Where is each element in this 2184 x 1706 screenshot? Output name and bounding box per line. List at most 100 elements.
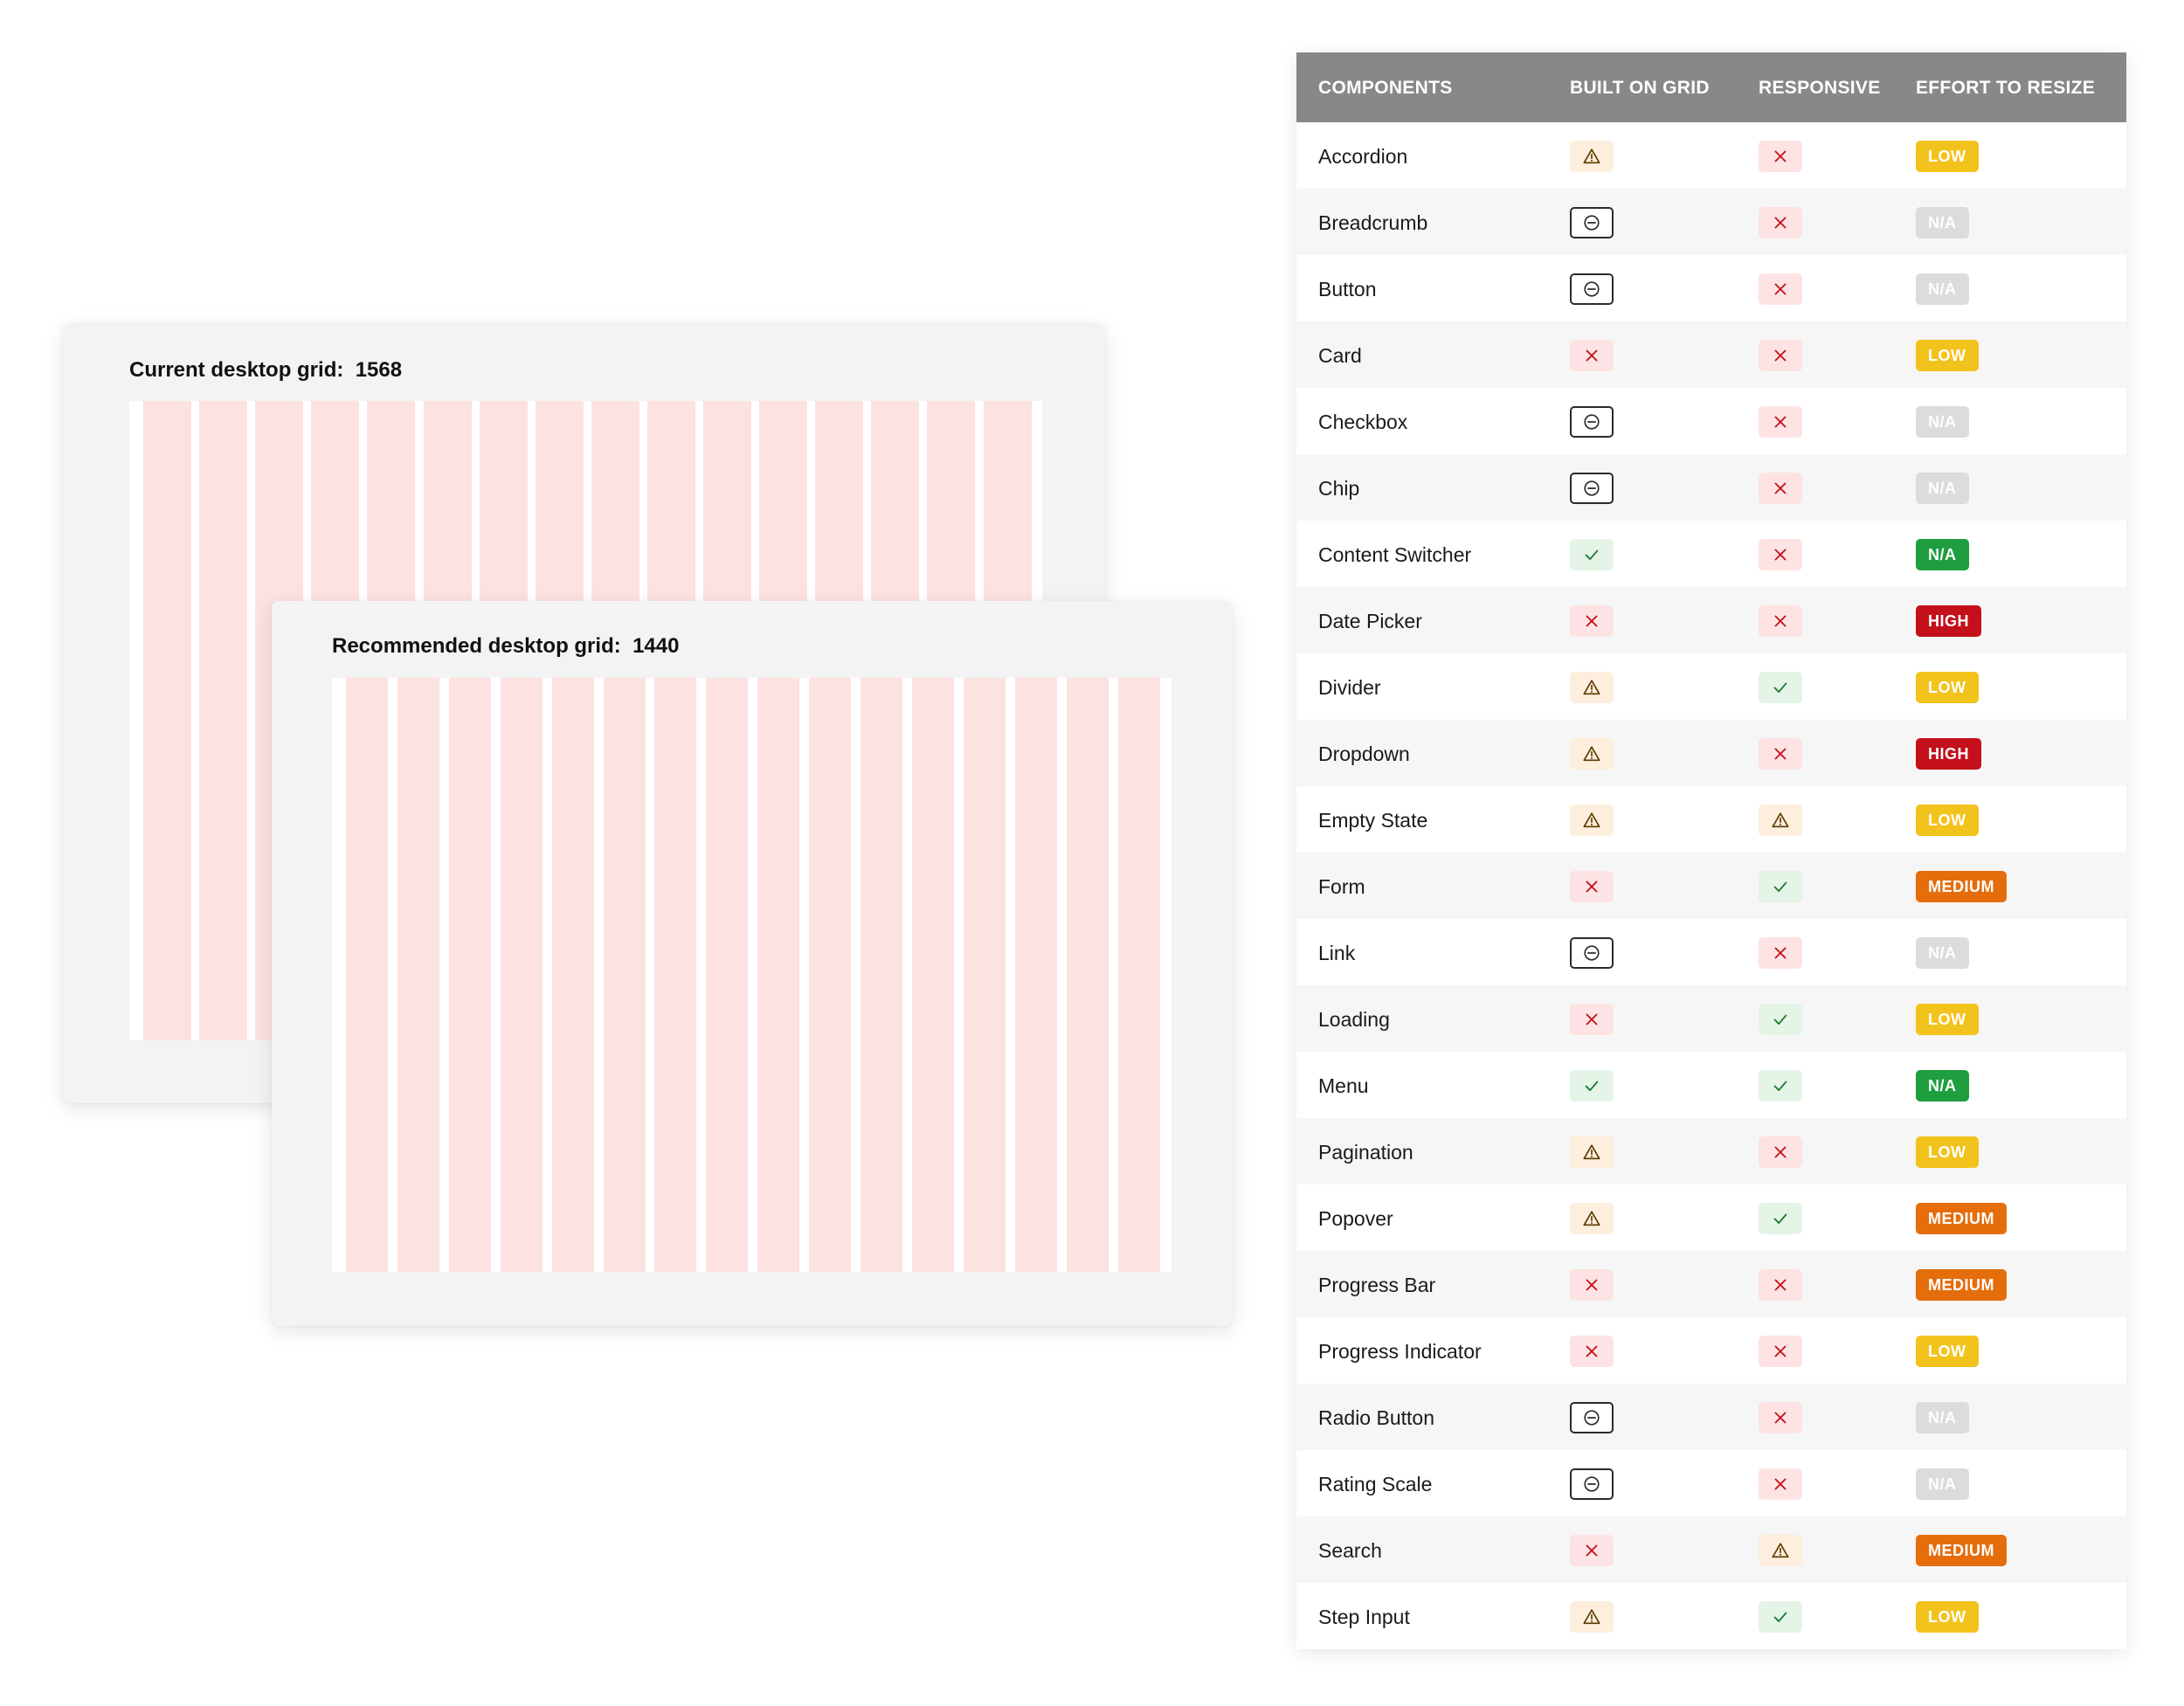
component-name: Checkbox xyxy=(1318,411,1408,433)
grid-column xyxy=(1014,678,1057,1272)
effort-badge: N/A xyxy=(1916,1070,1969,1102)
grid-column xyxy=(1066,678,1109,1272)
grid-column xyxy=(809,678,852,1272)
minus-circle-icon xyxy=(1582,280,1601,299)
table-row: Divider LOW xyxy=(1296,653,2126,720)
cross-icon xyxy=(1582,1541,1601,1560)
responsive-status xyxy=(1759,605,1802,637)
cross-icon xyxy=(1771,1342,1790,1361)
responsive-status xyxy=(1759,1070,1802,1102)
effort-badge: N/A xyxy=(1916,539,1969,570)
effort-badge: HIGH xyxy=(1916,738,1981,770)
built-on-grid-status xyxy=(1570,1468,1614,1500)
effort-badge: N/A xyxy=(1916,937,1969,969)
table-row: Loading LOW xyxy=(1296,985,2126,1052)
table-row: Breadcrumb N/A xyxy=(1296,189,2126,255)
check-icon xyxy=(1771,877,1790,896)
effort-badge: MEDIUM xyxy=(1916,1269,2007,1301)
built-on-grid-status xyxy=(1570,473,1614,504)
effort-badge: LOW xyxy=(1916,141,1979,172)
check-icon xyxy=(1771,678,1790,697)
component-name: Link xyxy=(1318,942,1356,964)
cross-icon xyxy=(1582,1342,1601,1361)
table-header: COMPONENTS BUILT ON GRID RESPONSIVE EFFO… xyxy=(1296,52,2126,122)
component-name: Rating Scale xyxy=(1318,1473,1433,1495)
check-icon xyxy=(1771,1209,1790,1228)
responsive-status xyxy=(1759,1136,1802,1168)
responsive-status xyxy=(1759,1269,1802,1301)
cross-icon xyxy=(1771,479,1790,498)
grid-column xyxy=(603,678,646,1272)
cross-icon xyxy=(1582,877,1601,896)
built-on-grid-status xyxy=(1570,937,1614,969)
responsive-status xyxy=(1759,539,1802,570)
effort-badge: MEDIUM xyxy=(1916,871,2007,902)
responsive-status xyxy=(1759,738,1802,770)
built-on-grid-status xyxy=(1570,1601,1614,1633)
cross-icon xyxy=(1771,1275,1790,1295)
component-name: Card xyxy=(1318,344,1362,367)
minus-circle-icon xyxy=(1582,412,1601,432)
responsive-status xyxy=(1759,340,1802,371)
built-on-grid-status xyxy=(1570,1136,1614,1168)
cross-icon xyxy=(1771,744,1790,763)
component-name: Step Input xyxy=(1318,1606,1410,1628)
built-on-grid-status xyxy=(1570,539,1614,570)
minus-circle-icon xyxy=(1582,479,1601,498)
component-name: Form xyxy=(1318,875,1365,898)
responsive-status xyxy=(1759,141,1802,172)
responsive-status xyxy=(1759,1004,1802,1035)
component-name: Popover xyxy=(1318,1207,1393,1230)
grid-column xyxy=(551,678,594,1272)
table-row: Popover MEDIUM xyxy=(1296,1185,2126,1251)
responsive-status xyxy=(1759,406,1802,438)
component-name: Dropdown xyxy=(1318,742,1410,765)
grid-column xyxy=(346,678,388,1272)
effort-badge: N/A xyxy=(1916,1468,1969,1500)
table-row: Progress Indicator LOW xyxy=(1296,1317,2126,1384)
grid-column xyxy=(963,678,1006,1272)
grid-column xyxy=(500,678,543,1272)
effort-badge: MEDIUM xyxy=(1916,1203,2007,1234)
recommended-grid-value: 1440 xyxy=(632,634,680,658)
responsive-status xyxy=(1759,871,1802,902)
grid-column xyxy=(911,678,954,1272)
grid-column xyxy=(397,678,439,1272)
minus-circle-icon xyxy=(1582,213,1601,232)
built-on-grid-status xyxy=(1570,1070,1614,1102)
responsive-status xyxy=(1759,672,1802,703)
header-effort-to-resize: EFFORT TO RESIZE xyxy=(1916,78,2096,98)
header-built-on-grid: BUILT ON GRID xyxy=(1570,78,1710,98)
component-name: Search xyxy=(1318,1539,1382,1562)
cross-icon xyxy=(1771,1408,1790,1427)
component-name: Loading xyxy=(1318,1008,1390,1031)
component-name: Content Switcher xyxy=(1318,543,1472,566)
current-grid-value: 1568 xyxy=(355,358,403,382)
built-on-grid-status xyxy=(1570,1535,1614,1566)
check-icon xyxy=(1582,1076,1601,1095)
header-responsive: RESPONSIVE xyxy=(1759,78,1881,98)
table-row: Chip N/A xyxy=(1296,454,2126,521)
header-components: COMPONENTS xyxy=(1318,78,1453,98)
responsive-status xyxy=(1759,273,1802,305)
built-on-grid-status xyxy=(1570,1402,1614,1433)
table-row: Card LOW xyxy=(1296,321,2126,388)
table-row: Progress Bar MEDIUM xyxy=(1296,1251,2126,1317)
table-row: Date Picker HIGH xyxy=(1296,587,2126,653)
table-row: Accordion LOW xyxy=(1296,122,2126,189)
effort-badge: MEDIUM xyxy=(1916,1535,2007,1566)
built-on-grid-status xyxy=(1570,1203,1614,1234)
grid-column xyxy=(706,678,749,1272)
effort-badge: N/A xyxy=(1916,473,1969,504)
table-row: Menu N/A xyxy=(1296,1052,2126,1118)
component-name: Progress Bar xyxy=(1318,1274,1436,1296)
minus-circle-icon xyxy=(1582,1475,1601,1494)
effort-badge: LOW xyxy=(1916,1336,1979,1367)
responsive-status xyxy=(1759,1402,1802,1433)
built-on-grid-status xyxy=(1570,1336,1614,1367)
cross-icon xyxy=(1582,611,1601,631)
component-name: Breadcrumb xyxy=(1318,211,1428,234)
warning-icon xyxy=(1582,744,1601,763)
effort-badge: LOW xyxy=(1916,805,1979,836)
cross-icon xyxy=(1771,213,1790,232)
